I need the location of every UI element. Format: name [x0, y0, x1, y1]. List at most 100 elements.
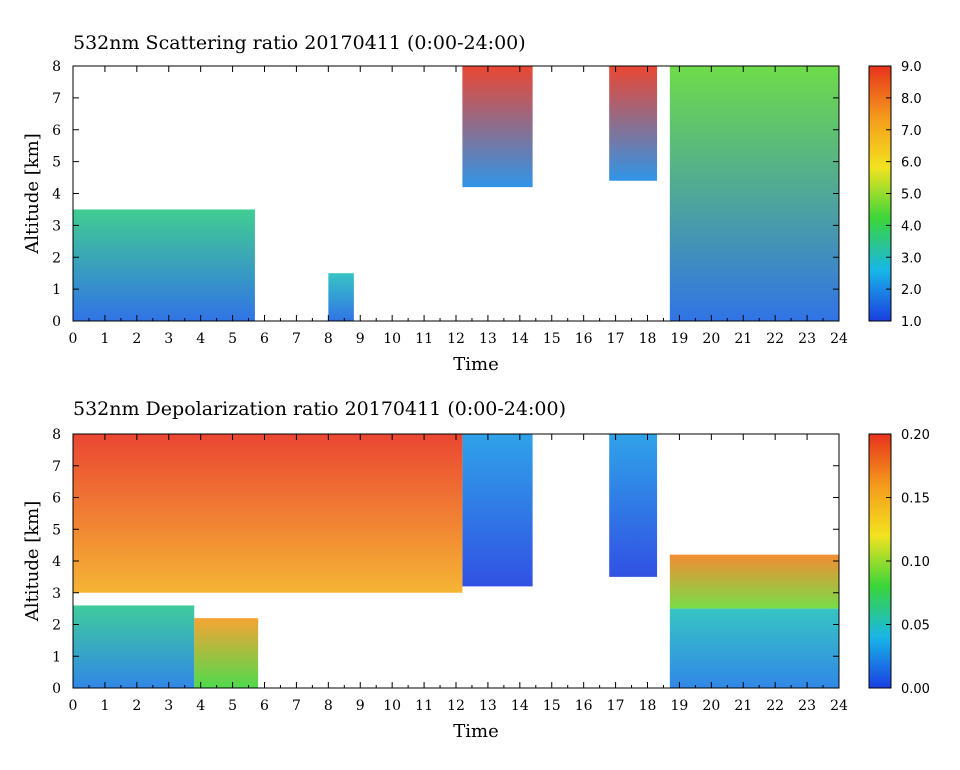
- x-tick-label: 13: [479, 698, 497, 714]
- x-tick-label: 5: [228, 698, 237, 714]
- y-tick-label: 3: [52, 218, 61, 234]
- x-tick-label: 22: [766, 698, 784, 714]
- colorbar-tick-label: 0.00: [901, 682, 930, 697]
- y-tick-label: 1: [52, 282, 61, 298]
- heatmap-region-5: [669, 554, 839, 609]
- x-tick-label: 24: [830, 331, 848, 347]
- y-tick-label: 7: [52, 91, 61, 107]
- chart-title: 532nm Scattering ratio 20170411 (0:00-24…: [73, 32, 526, 54]
- y-axis-label: Altitude [km]: [22, 133, 43, 255]
- x-tick-label: 23: [798, 331, 816, 347]
- y-tick-label: 5: [52, 155, 61, 171]
- heatmap-region-2: [194, 618, 259, 688]
- x-tick-label: 20: [702, 331, 720, 347]
- x-tick-label: 2: [132, 331, 141, 347]
- colorbar-tick-label: 0.20: [901, 428, 930, 443]
- x-tick-label: 16: [575, 331, 593, 347]
- x-tick-label: 8: [324, 698, 333, 714]
- y-tick-label: 0: [52, 681, 61, 697]
- x-tick-label: 5: [228, 331, 237, 347]
- y-tick-label: 7: [52, 459, 61, 475]
- y-tick-label: 0: [52, 314, 61, 330]
- x-tick-label: 16: [575, 698, 593, 714]
- x-tick-label: 7: [292, 698, 301, 714]
- colorbar-tick-label: 9.0: [901, 60, 922, 75]
- y-tick-label: 1: [52, 649, 61, 665]
- colorbar-tick-label: 7.0: [901, 124, 922, 139]
- x-tick-label: 1: [100, 698, 109, 714]
- heatmap-region-3: [462, 66, 533, 188]
- y-tick-label: 8: [52, 59, 61, 75]
- colorbar-tick-label: 0.15: [901, 492, 930, 507]
- y-tick-label: 2: [52, 618, 61, 634]
- y-tick-label: 6: [52, 491, 61, 507]
- heatmap-region-3: [462, 434, 533, 587]
- heatmap-region-5: [669, 66, 839, 321]
- x-tick-label: 22: [766, 331, 784, 347]
- x-tick-label: 8: [324, 331, 333, 347]
- y-tick-label: 4: [52, 187, 61, 203]
- y-tick-label: 8: [52, 427, 61, 443]
- colorbar-tick-label: 2.0: [901, 283, 922, 298]
- heatmap-region-1: [73, 209, 255, 321]
- colorbar-tick-label: 0.05: [901, 619, 930, 634]
- x-tick-label: 10: [383, 331, 401, 347]
- chart-panel-2: 532nm Depolarization ratio 20170411 (0:0…: [22, 398, 930, 742]
- x-tick-label: 21: [734, 698, 752, 714]
- heatmap-region-1: [73, 605, 195, 688]
- heatmap-region-2: [328, 273, 354, 321]
- x-tick-label: 24: [830, 698, 848, 714]
- chart-title: 532nm Depolarization ratio 20170411 (0:0…: [73, 398, 566, 420]
- heatmap-region-4: [609, 66, 658, 181]
- x-tick-label: 3: [164, 698, 173, 714]
- x-tick-label: 17: [607, 331, 625, 347]
- colorbar-tick-label: 8.0: [901, 92, 922, 107]
- x-tick-label: 11: [415, 698, 433, 714]
- x-tick-label: 23: [798, 698, 816, 714]
- x-tick-label: 6: [260, 698, 269, 714]
- colorbar-tick-label: 0.10: [901, 555, 930, 570]
- x-tick-label: 15: [543, 698, 561, 714]
- y-tick-label: 5: [52, 522, 61, 538]
- x-tick-label: 17: [607, 698, 625, 714]
- x-tick-label: 14: [511, 331, 529, 347]
- x-tick-label: 2: [132, 698, 141, 714]
- x-tick-label: 19: [671, 698, 689, 714]
- x-tick-label: 12: [447, 698, 465, 714]
- x-axis-label: Time: [453, 721, 498, 742]
- chart-panel-1: 532nm Scattering ratio 20170411 (0:00-24…: [22, 32, 922, 375]
- heatmap-field: [73, 434, 839, 688]
- x-tick-label: 18: [639, 331, 657, 347]
- x-tick-label: 3: [164, 331, 173, 347]
- y-axis-label: Altitude [km]: [22, 501, 43, 623]
- y-tick-label: 2: [52, 250, 61, 266]
- heatmap-region-6: [669, 608, 839, 688]
- colorbar-tick-label: 4.0: [901, 219, 922, 234]
- x-tick-label: 19: [671, 331, 689, 347]
- x-tick-label: 9: [356, 331, 365, 347]
- x-tick-label: 7: [292, 331, 301, 347]
- x-tick-label: 10: [383, 698, 401, 714]
- x-tick-label: 0: [69, 698, 78, 714]
- x-tick-label: 18: [639, 698, 657, 714]
- x-tick-label: 13: [479, 331, 497, 347]
- x-axis-label: Time: [453, 354, 498, 375]
- x-tick-label: 12: [447, 331, 465, 347]
- x-tick-label: 11: [415, 331, 433, 347]
- y-tick-label: 6: [52, 123, 61, 139]
- x-tick-label: 1: [100, 331, 109, 347]
- heatmap-region-4: [609, 434, 658, 577]
- x-tick-label: 9: [356, 698, 365, 714]
- x-tick-label: 15: [543, 331, 561, 347]
- y-tick-label: 4: [52, 554, 61, 570]
- y-tick-label: 3: [52, 586, 61, 602]
- x-tick-label: 4: [196, 331, 205, 347]
- colorbar-tick-label: 1.0: [901, 315, 922, 330]
- heatmap-region-7: [73, 434, 463, 593]
- colorbar-tick-label: 6.0: [901, 156, 922, 171]
- x-tick-label: 6: [260, 331, 269, 347]
- colorbar-tick-label: 5.0: [901, 188, 922, 203]
- colorbar-tick-label: 3.0: [901, 251, 922, 266]
- x-tick-label: 21: [734, 331, 752, 347]
